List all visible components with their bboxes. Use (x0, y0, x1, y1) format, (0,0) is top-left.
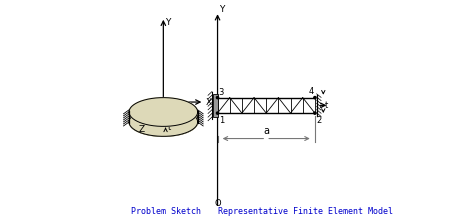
Circle shape (217, 112, 219, 114)
Polygon shape (129, 108, 197, 136)
Text: Y: Y (165, 18, 170, 27)
Text: Y: Y (219, 5, 224, 15)
Text: t: t (167, 123, 171, 132)
Text: 1: 1 (219, 116, 224, 125)
Text: 3: 3 (219, 88, 224, 97)
Circle shape (314, 112, 316, 114)
Text: t: t (325, 101, 328, 110)
Text: a: a (179, 101, 184, 110)
Text: X: X (205, 97, 212, 107)
Text: a: a (263, 126, 269, 136)
Text: Z: Z (139, 125, 145, 134)
Circle shape (314, 97, 316, 99)
Text: 4: 4 (308, 87, 314, 96)
Polygon shape (129, 98, 197, 126)
Circle shape (217, 97, 219, 99)
Text: O: O (215, 199, 222, 209)
Text: Problem Sketch: Problem Sketch (131, 207, 201, 216)
Text: 2: 2 (316, 116, 321, 125)
Polygon shape (129, 112, 197, 136)
Bar (212, 94, 217, 117)
Text: Representative Finite Element Model: Representative Finite Element Model (217, 207, 393, 216)
